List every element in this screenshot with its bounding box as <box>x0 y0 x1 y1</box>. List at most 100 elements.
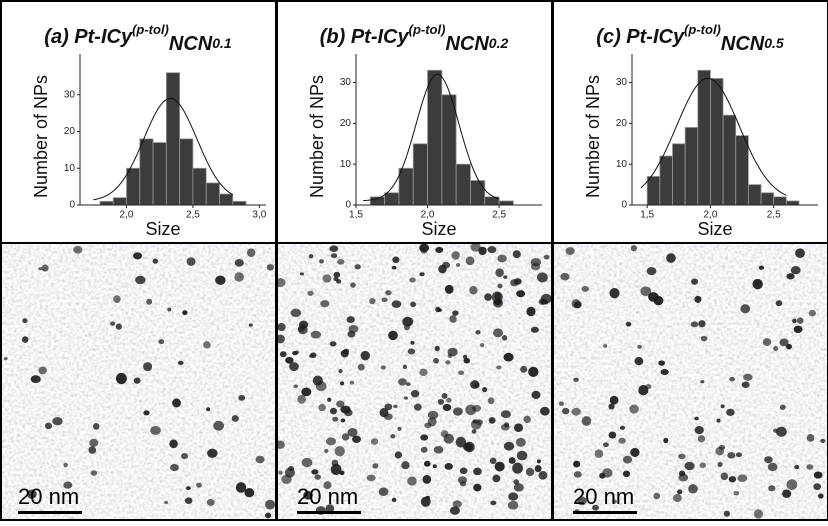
particle <box>508 492 519 501</box>
particle <box>490 500 497 506</box>
particle <box>88 446 97 454</box>
particle <box>391 497 397 503</box>
particle <box>44 422 53 430</box>
particle <box>354 264 361 270</box>
particle <box>694 425 704 435</box>
particle <box>479 342 485 348</box>
particle <box>562 407 570 415</box>
particle <box>255 455 265 464</box>
particle <box>500 410 511 419</box>
particle <box>401 461 410 470</box>
particle <box>327 397 332 402</box>
particle <box>422 474 432 484</box>
particle <box>612 499 617 504</box>
particle <box>697 435 706 443</box>
bar <box>722 114 737 206</box>
x-tick-label: 2,5 <box>186 210 200 221</box>
particle <box>773 346 779 352</box>
particle <box>407 476 417 486</box>
particle <box>445 360 451 365</box>
particle <box>402 316 414 327</box>
particle <box>391 265 397 270</box>
bar <box>498 200 514 206</box>
particle <box>133 252 143 260</box>
particle <box>346 316 355 324</box>
particle <box>442 403 452 412</box>
particle <box>690 321 699 328</box>
particle <box>172 398 181 408</box>
particle <box>437 308 442 312</box>
bar <box>672 143 686 206</box>
particle <box>433 357 440 364</box>
particle <box>536 459 541 464</box>
particle <box>213 420 225 431</box>
particle <box>420 247 428 254</box>
y-tick-label: 20 <box>340 118 352 129</box>
y-tick-label: 20 <box>64 126 76 137</box>
particle <box>21 336 29 343</box>
particle <box>73 245 83 254</box>
particle <box>441 392 448 399</box>
particle <box>806 434 815 442</box>
particle <box>565 247 575 255</box>
particle <box>434 345 440 352</box>
particle <box>512 462 523 474</box>
particle <box>534 464 542 473</box>
particle <box>513 278 522 285</box>
bar <box>773 196 787 206</box>
particle <box>393 404 398 408</box>
particle <box>323 481 332 490</box>
particle <box>487 246 497 254</box>
particle <box>398 378 407 386</box>
particle <box>475 419 483 426</box>
particle <box>728 476 737 483</box>
particle <box>507 500 519 510</box>
bar <box>165 72 181 206</box>
bar <box>748 184 762 206</box>
particle <box>629 404 639 414</box>
particle <box>344 409 353 417</box>
particle <box>113 295 121 303</box>
particle <box>478 246 487 256</box>
particle <box>206 498 215 506</box>
particle <box>343 348 350 355</box>
particle <box>146 298 153 305</box>
particle <box>820 438 826 443</box>
bar <box>179 138 194 206</box>
particle <box>290 308 302 318</box>
particle <box>336 400 345 408</box>
particle <box>602 468 613 478</box>
x-axis-label: Size <box>145 219 180 239</box>
particle <box>370 438 379 445</box>
particle <box>581 285 589 292</box>
particle <box>360 350 370 361</box>
micrograph <box>552 243 828 521</box>
particle <box>332 416 339 422</box>
y-tick-label: 10 <box>616 159 628 170</box>
particle <box>684 461 695 471</box>
particle <box>341 433 350 441</box>
bar <box>470 180 486 206</box>
particle <box>795 248 805 258</box>
particle <box>278 470 283 475</box>
particle <box>115 372 127 385</box>
bar <box>646 176 661 206</box>
particle <box>640 286 652 297</box>
particle <box>592 504 599 511</box>
particle <box>741 381 750 388</box>
particle <box>357 363 365 371</box>
particle <box>293 384 298 389</box>
particle <box>463 357 470 364</box>
particle <box>458 370 465 376</box>
particle <box>796 317 804 324</box>
particle <box>177 360 184 366</box>
particle <box>792 318 797 324</box>
particle <box>457 476 468 484</box>
particle <box>720 404 725 409</box>
bar <box>441 94 457 206</box>
particle <box>492 474 501 483</box>
particle <box>150 425 161 435</box>
particle <box>405 382 411 386</box>
particle <box>143 362 153 372</box>
particle <box>248 323 253 327</box>
